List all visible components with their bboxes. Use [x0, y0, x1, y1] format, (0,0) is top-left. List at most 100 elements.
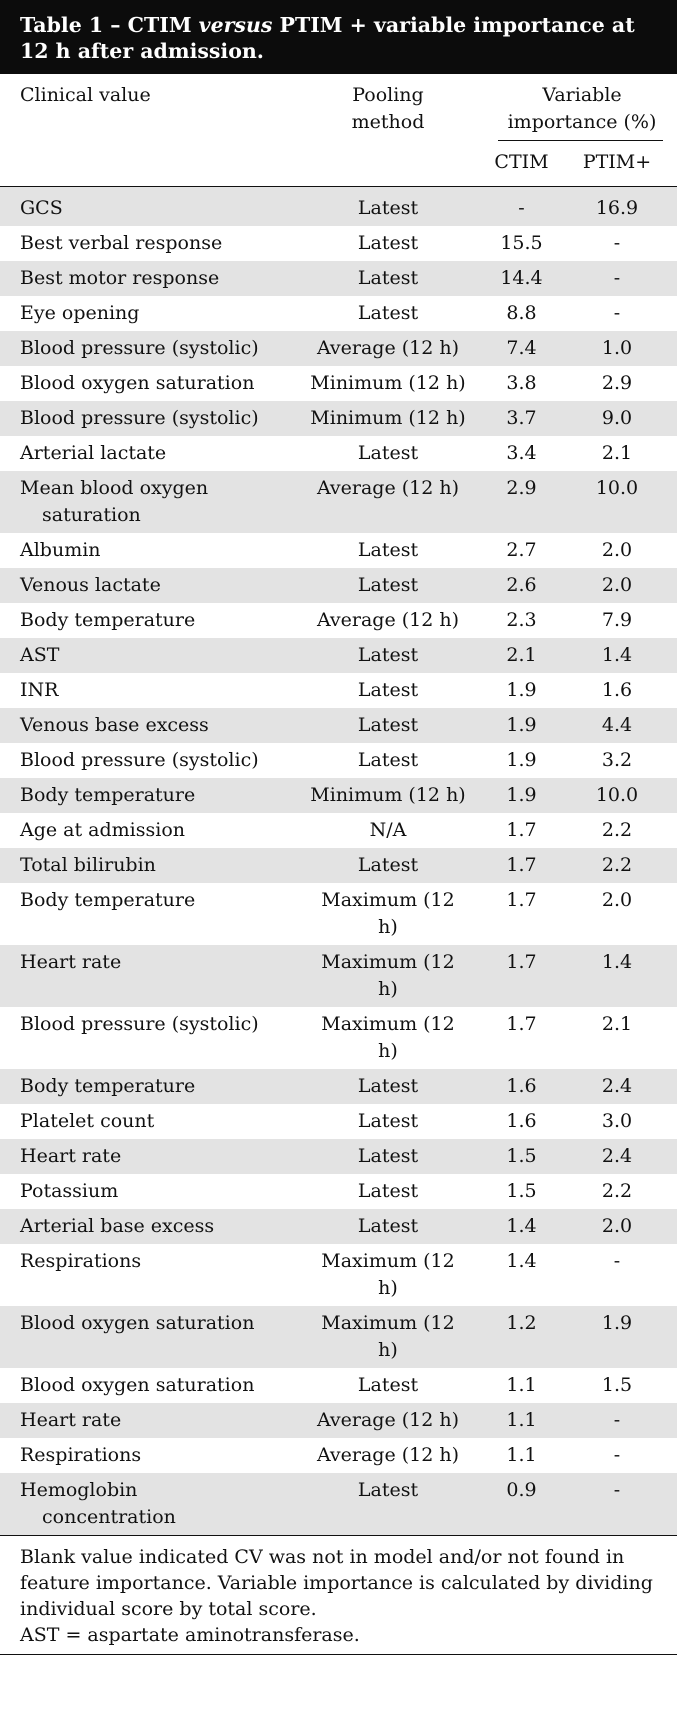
table-row: Arterial lactate Latest 3.4 2.1 [0, 436, 677, 471]
cell-ctim: 1.9 [506, 784, 537, 806]
footnote-line-2: AST = aspartate aminotransferase. [20, 1624, 360, 1646]
table-row: Respirations Maximum (12 h) 1.4 - [0, 1244, 677, 1306]
cell-ptim: 2.2 [601, 854, 633, 876]
cell-pooling-method: Average (12 h) [316, 477, 460, 499]
cell-ctim: 1.7 [506, 951, 537, 973]
table-row: Blood oxygen saturation Latest 1.1 1.5 [0, 1368, 677, 1403]
cell-pooling-method: Average (12 h) [316, 1409, 460, 1431]
table-row: Best verbal response Latest 15.5 - [0, 226, 677, 261]
cell-pooling-method: Latest [357, 1180, 419, 1202]
cell-ptim: - [613, 302, 621, 324]
cell-pooling-method: Latest [357, 574, 419, 596]
cell-clinical-value: Best motor response [20, 267, 220, 289]
header-clinical-value: Clinical value [20, 84, 151, 106]
cell-ctim: 0.9 [506, 1479, 537, 1501]
cell-clinical-value: Total bilirubin [20, 854, 156, 876]
table-row: Venous base excess Latest 1.9 4.4 [0, 708, 677, 743]
cell-ptim: 10.0 [595, 477, 639, 499]
cell-pooling-method: Latest [357, 1145, 419, 1167]
cell-clinical-value: Mean blood oxygen saturation [20, 477, 209, 526]
cell-ptim: 10.0 [595, 784, 639, 806]
cell-pooling-method: Average (12 h) [316, 1444, 460, 1466]
cell-clinical-value: Respirations [20, 1444, 142, 1466]
cell-ctim: 1.7 [506, 889, 537, 911]
table-row: Heart rate Maximum (12 h) 1.7 1.4 [0, 945, 677, 1007]
table-row: Body temperature Minimum (12 h) 1.9 10.0 [0, 778, 677, 813]
cell-pooling-method: Latest [357, 442, 419, 464]
cell-pooling-method: Latest [357, 714, 419, 736]
cell-pooling-method: Latest [357, 232, 419, 254]
cell-pooling-method: N/A [369, 819, 407, 841]
cell-ptim: 4.4 [601, 714, 633, 736]
cell-ptim: 1.0 [601, 337, 633, 359]
table-row: AST Latest 2.1 1.4 [0, 638, 677, 673]
cell-ctim: 7.4 [506, 337, 537, 359]
table-caption: Table 1 – CTIM versus PTIM + variable im… [0, 0, 677, 74]
cell-pooling-method: Latest [357, 1075, 419, 1097]
table-row: Platelet count Latest 1.6 3.0 [0, 1104, 677, 1139]
cell-clinical-value: Albumin [20, 539, 101, 561]
cell-pooling-method: Latest [357, 1479, 419, 1501]
table-row: Blood pressure (systolic) Average (12 h) 7… [0, 331, 677, 366]
cell-pooling-method: Latest [357, 267, 419, 289]
cell-clinical-value: Heart rate [20, 951, 122, 973]
table-row: Eye opening Latest 8.8 - [0, 296, 677, 331]
cell-pooling-method: Latest [357, 1374, 419, 1396]
cell-clinical-value: Respirations [20, 1250, 142, 1272]
table-row: Hemoglobin concentration Latest 0.9 - [0, 1473, 677, 1535]
caption-prefix: Table 1 – CTIM [20, 13, 199, 37]
cell-ptim: - [613, 267, 621, 289]
cell-ptim: - [613, 1479, 621, 1501]
cell-ctim: 1.1 [506, 1409, 537, 1431]
cell-ctim: 8.8 [506, 302, 537, 324]
cell-ctim: 1.9 [506, 749, 537, 771]
cell-ctim: 1.4 [506, 1215, 537, 1237]
cell-pooling-method: Latest [357, 302, 419, 324]
table-row: Blood pressure (systolic) Minimum (12 h) 3… [0, 401, 677, 436]
cell-ctim: 2.6 [506, 574, 537, 596]
cell-ptim: 2.1 [601, 442, 633, 464]
cell-ctim: 1.7 [506, 1013, 537, 1035]
table-row: Body temperature Latest 1.6 2.4 [0, 1069, 677, 1104]
table-row: Potassium Latest 1.5 2.2 [0, 1174, 677, 1209]
cell-ptim: 1.4 [601, 951, 633, 973]
cell-ctim: 15.5 [500, 232, 543, 254]
table-row: Age at admission N/A 1.7 2.2 [0, 813, 677, 848]
table-row: Body temperature Average (12 h) 2.3 7.9 [0, 603, 677, 638]
cell-ptim: 2.9 [601, 372, 633, 394]
table-row: Albumin Latest 2.7 2.0 [0, 533, 677, 568]
cell-clinical-value: Arterial lactate [20, 442, 167, 464]
table-row: GCS Latest - 16.9 [0, 186, 677, 226]
cell-pooling-method: Minimum (12 h) [310, 372, 466, 394]
cell-clinical-value: Venous lactate [20, 574, 161, 596]
cell-clinical-value: Body temperature [20, 784, 196, 806]
cell-clinical-value: Potassium [20, 1180, 119, 1202]
cell-clinical-value: Hemoglobin concentration [20, 1479, 176, 1528]
cell-ctim: 1.7 [506, 819, 537, 841]
cell-clinical-value: Blood pressure (systolic) [20, 407, 259, 429]
cell-ptim: 3.2 [601, 749, 633, 771]
cell-ctim: - [518, 197, 525, 219]
cell-pooling-method: Latest [357, 644, 419, 666]
cell-clinical-value: Body temperature [20, 889, 196, 911]
table-row: INR Latest 1.9 1.6 [0, 673, 677, 708]
cell-ctim: 1.5 [506, 1180, 537, 1202]
cell-ptim: - [613, 232, 621, 254]
cell-clinical-value: Blood pressure (systolic) [20, 749, 259, 771]
cell-ptim: 2.2 [601, 819, 633, 841]
cell-clinical-value: Platelet count [20, 1110, 155, 1132]
cell-clinical-value: INR [20, 679, 59, 701]
cell-ctim: 1.9 [506, 679, 537, 701]
cell-ptim: 2.0 [601, 889, 633, 911]
table-row: Body temperature Maximum (12 h) 1.7 2.0 [0, 883, 677, 945]
table-row: Arterial base excess Latest 1.4 2.0 [0, 1209, 677, 1244]
cell-ctim: 1.9 [506, 714, 537, 736]
table-row: Blood oxygen saturation Minimum (12 h) 3.8… [0, 366, 677, 401]
footnote-line-1: Blank value indicated CV was not in mode… [20, 1546, 653, 1620]
cell-ptim: - [613, 1409, 621, 1431]
cell-ctim: 1.6 [506, 1075, 537, 1097]
cell-ptim: 2.4 [601, 1145, 633, 1167]
cell-ptim: 2.1 [601, 1013, 633, 1035]
cell-ctim: 1.1 [506, 1374, 537, 1396]
header-variable-importance: Variable importance (%) [476, 74, 677, 141]
